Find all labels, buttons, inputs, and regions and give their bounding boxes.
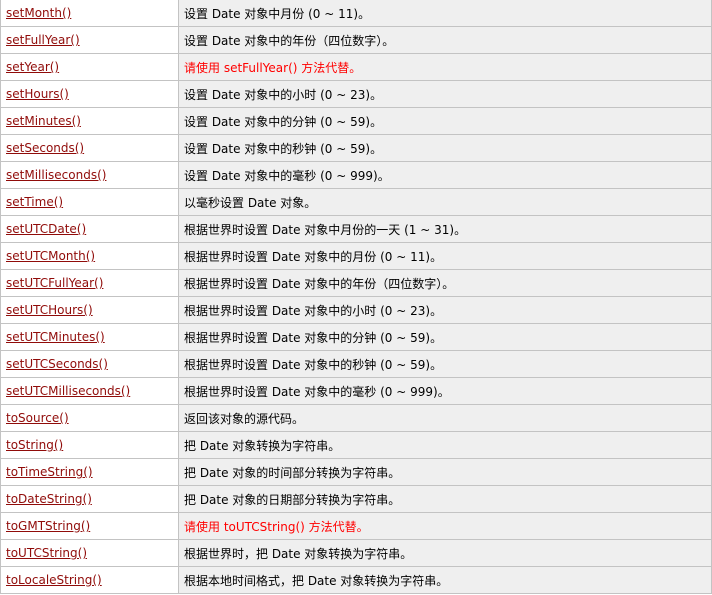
table-row: toUTCString() 根据世界时，把 Date 对象转换为字符串。 [0,539,712,567]
method-description: 设置 Date 对象中月份 (0 ~ 11)。 [178,0,712,27]
table-row: setMinutes() 设置 Date 对象中的分钟 (0 ~ 59)。 [0,107,712,135]
method-link[interactable]: setUTCMilliseconds() [6,384,131,398]
method-description: 设置 Date 对象中的秒钟 (0 ~ 59)。 [178,134,712,162]
method-description: 返回该对象的源代码。 [178,404,712,432]
method-cell: toDateString() [0,485,179,513]
method-description: 根据世界时，把 Date 对象转换为字符串。 [178,539,712,567]
method-link[interactable]: setYear() [6,60,60,74]
method-link[interactable]: setFullYear() [6,33,80,47]
method-description: 设置 Date 对象中的小时 (0 ~ 23)。 [178,80,712,108]
method-cell: toLocaleString() [0,566,179,594]
method-link[interactable]: setTime() [6,195,64,209]
method-cell: setUTCMonth() [0,242,179,270]
method-description: 根据世界时设置 Date 对象中的分钟 (0 ~ 59)。 [178,323,712,351]
table-row: setMilliseconds() 设置 Date 对象中的毫秒 (0 ~ 999… [0,161,712,189]
method-link[interactable]: toGMTString() [6,519,91,533]
table-row: setHours() 设置 Date 对象中的小时 (0 ~ 23)。 [0,80,712,108]
method-description: 根据世界时设置 Date 对象中的毫秒 (0 ~ 999)。 [178,377,712,405]
method-description: 把 Date 对象转换为字符串。 [178,431,712,459]
table-row: setTime() 以毫秒设置 Date 对象。 [0,188,712,216]
method-cell: toGMTString() [0,512,179,540]
method-link[interactable]: toLocaleString() [6,573,102,587]
method-description: 设置 Date 对象中的分钟 (0 ~ 59)。 [178,107,712,135]
method-cell: setSeconds() [0,134,179,162]
method-cell: toTimeString() [0,458,179,486]
method-cell: setFullYear() [0,26,179,54]
method-cell: setUTCSeconds() [0,350,179,378]
method-cell: setHours() [0,80,179,108]
method-cell: setUTCHours() [0,296,179,324]
table-row: setYear() 请使用 setFullYear() 方法代替。 [0,53,712,81]
method-cell: setUTCMinutes() [0,323,179,351]
method-cell: toUTCString() [0,539,179,567]
table-row: toTimeString() 把 Date 对象的时间部分转换为字符串。 [0,458,712,486]
method-link[interactable]: toSource() [6,411,69,425]
method-link[interactable]: toString() [6,438,64,452]
method-link[interactable]: setUTCDate() [6,222,87,236]
method-cell: setYear() [0,53,179,81]
method-cell: setUTCMilliseconds() [0,377,179,405]
method-link[interactable]: setUTCMinutes() [6,330,105,344]
method-cell: toSource() [0,404,179,432]
method-link[interactable]: setMinutes() [6,114,81,128]
table-row: setSeconds() 设置 Date 对象中的秒钟 (0 ~ 59)。 [0,134,712,162]
table-row: toDateString() 把 Date 对象的日期部分转换为字符串。 [0,485,712,513]
method-description: 把 Date 对象的日期部分转换为字符串。 [178,485,712,513]
method-link[interactable]: toDateString() [6,492,92,506]
table-row: setUTCHours() 根据世界时设置 Date 对象中的小时 (0 ~ 23… [0,296,712,324]
method-description: 以毫秒设置 Date 对象。 [178,188,712,216]
method-description: 根据本地时间格式，把 Date 对象转换为字符串。 [178,566,712,594]
method-link[interactable]: setMonth() [6,6,72,20]
method-cell: toString() [0,431,179,459]
table-row: setUTCSeconds() 根据世界时设置 Date 对象中的秒钟 (0 ~ … [0,350,712,378]
method-link[interactable]: toUTCString() [6,546,88,560]
method-description: 根据世界时设置 Date 对象中月份的一天 (1 ~ 31)。 [178,215,712,243]
method-cell: setUTCDate() [0,215,179,243]
table-row: toSource() 返回该对象的源代码。 [0,404,712,432]
method-cell: setTime() [0,188,179,216]
method-description: 根据世界时设置 Date 对象中的年份（四位数字）。 [178,269,712,297]
method-link[interactable]: setMilliseconds() [6,168,107,182]
method-cell: setMinutes() [0,107,179,135]
method-cell: setMilliseconds() [0,161,179,189]
deprecation-note: 请使用 setFullYear() 方法代替。 [178,53,712,81]
method-link[interactable]: toTimeString() [6,465,93,479]
method-description: 根据世界时设置 Date 对象中的秒钟 (0 ~ 59)。 [178,350,712,378]
table-row: setUTCFullYear() 根据世界时设置 Date 对象中的年份（四位数字… [0,269,712,297]
method-cell: setUTCFullYear() [0,269,179,297]
table-row: toLocaleString() 根据本地时间格式，把 Date 对象转换为字符串… [0,566,712,594]
method-link[interactable]: setUTCSeconds() [6,357,108,371]
method-description: 根据世界时设置 Date 对象中的月份 (0 ~ 11)。 [178,242,712,270]
table-row: toGMTString() 请使用 toUTCString() 方法代替。 [0,512,712,540]
method-link[interactable]: setUTCHours() [6,303,93,317]
method-link[interactable]: setUTCMonth() [6,249,96,263]
method-link[interactable]: setSeconds() [6,141,85,155]
method-link[interactable]: setHours() [6,87,69,101]
table-row: setMonth() 设置 Date 对象中月份 (0 ~ 11)。 [0,0,712,27]
table-row: setUTCMinutes() 根据世界时设置 Date 对象中的分钟 (0 ~ … [0,323,712,351]
method-description: 根据世界时设置 Date 对象中的小时 (0 ~ 23)。 [178,296,712,324]
method-link[interactable]: setUTCFullYear() [6,276,104,290]
method-cell: setMonth() [0,0,179,27]
table-row: toString() 把 Date 对象转换为字符串。 [0,431,712,459]
table-row: setUTCMilliseconds() 根据世界时设置 Date 对象中的毫秒 … [0,377,712,405]
method-description: 设置 Date 对象中的毫秒 (0 ~ 999)。 [178,161,712,189]
table-row: setUTCMonth() 根据世界时设置 Date 对象中的月份 (0 ~ 11… [0,242,712,270]
method-description: 把 Date 对象的时间部分转换为字符串。 [178,458,712,486]
method-description: 设置 Date 对象中的年份（四位数字）。 [178,26,712,54]
deprecation-note: 请使用 toUTCString() 方法代替。 [178,512,712,540]
table-row: setUTCDate() 根据世界时设置 Date 对象中月份的一天 (1 ~ 3… [0,215,712,243]
table-row: setFullYear() 设置 Date 对象中的年份（四位数字）。 [0,26,712,54]
